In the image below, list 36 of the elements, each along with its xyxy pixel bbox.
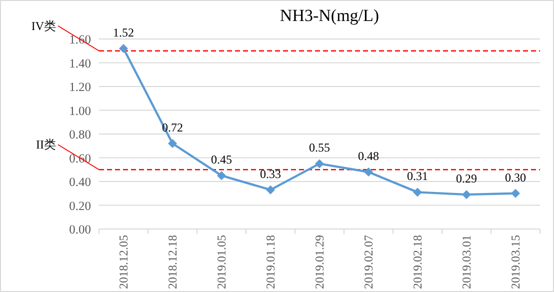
- point: [511, 188, 520, 198]
- x-tick-label: 2019.02.07: [362, 235, 376, 289]
- y-tick-label: 0.00: [69, 222, 91, 236]
- data-label: 0.48: [358, 149, 379, 163]
- data-label: 1.52: [113, 26, 134, 40]
- data-label: 0.30: [505, 170, 526, 184]
- point: [266, 185, 275, 194]
- x-tick-label: 2018.12.18: [166, 235, 180, 289]
- point: [168, 139, 177, 148]
- x-tick-label: 2019.03.01: [460, 235, 474, 289]
- data-label: 0.45: [211, 152, 232, 167]
- x-tick-label: 2019.01.18: [264, 235, 278, 289]
- x-tick-label: 2019.02.18: [410, 235, 424, 289]
- point: [364, 168, 373, 176]
- ref-line-label: II类: [36, 138, 56, 152]
- x-tick-label: 2019.01.29: [312, 235, 326, 289]
- y-tick-label: 1.00: [69, 104, 91, 118]
- x-tick-label: 2018.12.05: [116, 235, 130, 289]
- point: [413, 188, 422, 197]
- point: [462, 190, 471, 200]
- x-tick-label: 2019.03.15: [508, 235, 522, 289]
- chart-title: NH3-N(mg/L): [280, 6, 380, 25]
- x-tick-label: 2019.01.05: [214, 235, 228, 289]
- point: [315, 159, 324, 168]
- point: [217, 171, 226, 180]
- y-tick-label: 1.20: [69, 80, 91, 94]
- data-label: 0.31: [407, 169, 428, 184]
- data-label: 0.33: [260, 166, 281, 181]
- y-tick-label: 0.80: [69, 128, 91, 142]
- point: [119, 44, 128, 53]
- data-label: 0.55: [309, 140, 330, 155]
- ref-line-label: IV类: [31, 18, 56, 33]
- data-label: 0.29: [456, 172, 477, 186]
- y-tick-label: 0.40: [69, 175, 91, 189]
- y-tick-label: 0.20: [69, 198, 91, 213]
- y-tick-label: 1.40: [69, 56, 91, 70]
